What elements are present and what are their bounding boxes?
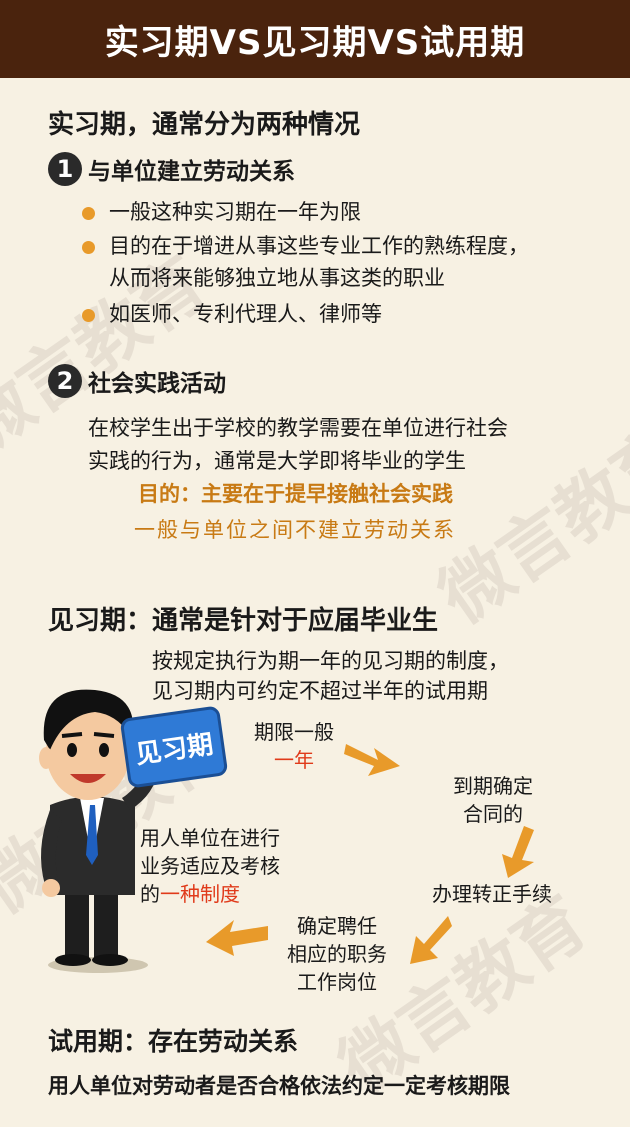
list-item: 一般这种实习期在一年为限: [82, 196, 612, 228]
arrow-right-icon: [344, 744, 400, 776]
case1-heading: 1 与单位建立劳动关系: [48, 152, 295, 186]
case2-title: 社会实践活动: [88, 371, 226, 397]
trainee-description: 按规定执行为期一年的见习期的制度， 见习期内可约定不超过半年的试用期: [152, 649, 509, 703]
trainee-sign: 见习期: [119, 705, 229, 789]
case2-heading: 2 社会实践活动: [48, 364, 226, 398]
trial-title: 试用期：存在劳动关系: [48, 1027, 299, 1056]
trial-description: 用人单位对劳动者是否合格依法约定一定考核期限: [48, 1074, 510, 1098]
list-item: 如医师、专利代理人、律师等: [82, 298, 612, 330]
sign-label: 见习期: [133, 729, 216, 770]
arrow-down-icon: [502, 826, 534, 878]
flow-step-4: 确定聘任 相应的职务 工作岗位: [287, 914, 387, 994]
header-banner: 实习期VS见习期VS试用期: [0, 0, 630, 78]
bullet-dot-icon: [82, 207, 95, 220]
number-badge: 2: [48, 364, 82, 398]
internship-title: 实习期，通常分为两种情况: [48, 110, 361, 140]
case1-bullets: 一般这种实习期在一年为限 目的在于增进从事这些专业工作的熟练程度， 从而将来能够…: [82, 196, 612, 330]
case2-note: 一般与单位之间不建立劳动关系: [134, 518, 456, 542]
bullet-dot-icon: [82, 241, 95, 254]
page-title: 实习期VS见习期VS试用期: [104, 22, 526, 63]
trainee-title: 见习期：通常是针对于应届毕业生: [48, 606, 439, 636]
flow-step-2: 到期确定 合同的: [453, 774, 533, 826]
arrow-down-left-icon: [410, 916, 452, 964]
list-item: 目的在于增进从事这些专业工作的熟练程度， 从而将来能够独立地从事这类的职业: [82, 230, 612, 294]
flow-step-5: 用人单位在进行 业务适应及考核 的一种制度: [140, 826, 280, 906]
case1-title: 与单位建立劳动关系: [88, 159, 295, 185]
bullet-dot-icon: [82, 309, 95, 322]
case2-description: 在校学生出于学校的教学需要在单位进行社会 实践的行为，通常是大学即将毕业的学生: [88, 416, 508, 473]
arrow-left-icon: [206, 920, 268, 956]
case2-purpose: 目的：主要在于提早接触社会实践: [138, 482, 453, 506]
flow-step-1: 期限一般 一年: [254, 720, 334, 772]
number-badge: 1: [48, 152, 82, 186]
flow-step-3: 办理转正手续: [432, 882, 552, 906]
